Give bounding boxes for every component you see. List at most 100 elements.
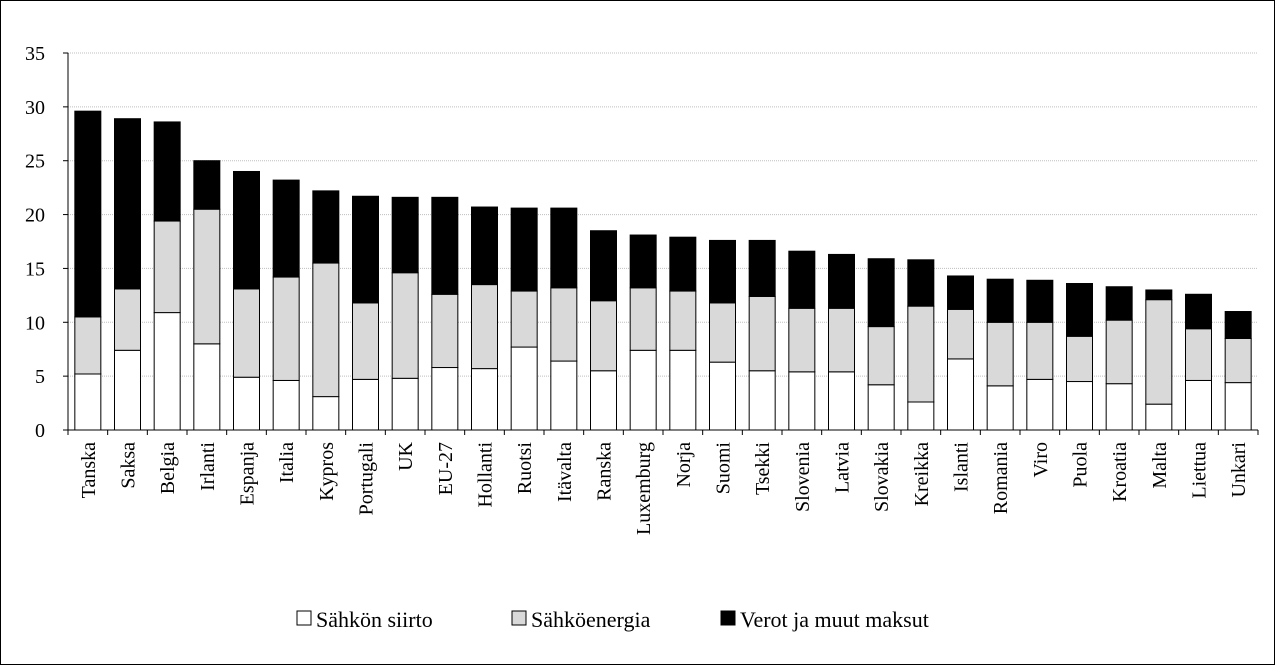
bar-segment: [114, 118, 141, 290]
bar-segment: [669, 290, 697, 351]
bar-segment: [590, 370, 617, 431]
bar-segment: [986, 321, 1014, 387]
bar-segment: [1224, 337, 1252, 384]
bar-segment: [272, 379, 300, 431]
y-tick-label: 20: [25, 205, 45, 227]
bar-segment: [352, 195, 379, 304]
y-tick-label: 35: [25, 43, 45, 65]
bar-segment: [709, 239, 736, 304]
legend-swatch: [720, 610, 736, 626]
bar-segment: [233, 288, 260, 378]
bar-segment: [788, 371, 816, 431]
category-label: Ranska: [594, 442, 616, 501]
category-label: Malta: [1149, 442, 1171, 489]
bar-segment: [947, 275, 974, 310]
bar-segment: [153, 220, 181, 314]
category-labels: Tanska Saksa Belgia Irlanti Espanja Italia Kyp…: [78, 441, 1250, 535]
legend-swatch: [296, 610, 312, 626]
category-label: Irlanti: [197, 442, 219, 491]
bar-segment: [828, 253, 855, 309]
category-label: Unkari: [1228, 442, 1250, 498]
bar-segment: [907, 401, 935, 431]
y-tick-label: 5: [35, 366, 45, 388]
bar-segment: [1066, 335, 1093, 383]
category-label: Slovenia: [792, 442, 814, 512]
bar-segment: [748, 239, 776, 297]
bar-segment: [1145, 403, 1173, 431]
bar-segment: [907, 259, 935, 307]
bars: [74, 110, 1252, 431]
bar-segment: [114, 288, 141, 351]
bar-segment: [1026, 279, 1054, 323]
bar-segment: [709, 302, 736, 363]
bar-segment: [153, 121, 181, 222]
bar-segment: [590, 230, 617, 302]
bar-segment: [1145, 299, 1173, 405]
bar-segment: [391, 272, 419, 379]
category-label: Portugali: [356, 442, 378, 516]
category-label: Islanti: [951, 442, 973, 492]
bar-segment: [193, 208, 221, 345]
y-tick-label: 10: [25, 312, 45, 334]
category-label: Viro: [1030, 442, 1052, 477]
bar-segment: [391, 196, 419, 274]
category-label: Suomi: [713, 442, 735, 495]
bar-segment: [947, 358, 974, 431]
bar-segment: [986, 278, 1014, 323]
category-label: Espanja: [237, 442, 259, 505]
bar-segment: [471, 206, 498, 286]
axes: [63, 52, 1259, 435]
bar-segment: [550, 287, 578, 362]
bar-segment: [867, 326, 895, 386]
bar-segment: [431, 196, 459, 295]
category-label: Hollanti: [475, 442, 497, 508]
bar-segment: [590, 300, 617, 372]
bar-segment: [312, 396, 340, 431]
bar-segment: [1224, 311, 1252, 339]
bar-segment: [1185, 328, 1212, 381]
category-label: Kypros: [316, 442, 338, 501]
bar-segment: [1066, 381, 1093, 431]
bar-segment: [233, 170, 260, 290]
bar-segment: [153, 312, 181, 431]
bar-segment: [748, 295, 776, 372]
bar-segment: [352, 302, 379, 380]
bar-segment: [629, 287, 657, 351]
y-tick-labels: 0 5 10 15 20 25 30 35: [25, 43, 45, 442]
category-label: EU-27: [435, 442, 457, 495]
category-label: Liettua: [1189, 442, 1211, 499]
category-label: Slovakia: [871, 442, 893, 512]
category-label: Luxemburg: [633, 442, 655, 535]
bar-segment: [233, 376, 260, 431]
category-label: Tanska: [78, 442, 100, 498]
category-label: Kroatia: [1109, 442, 1131, 502]
category-label: Norja: [673, 442, 695, 488]
bar-segment: [312, 262, 340, 398]
bar-segment: [669, 236, 697, 292]
bar-segment: [788, 250, 816, 309]
category-label: UK: [395, 441, 417, 470]
legend-label: Sähkön siirto: [316, 607, 433, 632]
bar-segment: [709, 361, 736, 431]
bar-segment: [510, 290, 538, 348]
gridlines: [68, 52, 1258, 377]
bar-segment: [193, 160, 221, 210]
bar-segment: [471, 284, 498, 370]
bar-segment: [272, 179, 300, 278]
category-label: Puola: [1070, 442, 1092, 488]
bar-segment: [431, 293, 459, 369]
bar-segment: [510, 207, 538, 292]
bar-segment: [867, 258, 895, 328]
bar-segment: [510, 346, 538, 431]
y-tick-label: 0: [35, 420, 45, 442]
bar-segment: [74, 316, 102, 375]
category-label: Tsekki: [752, 442, 774, 495]
bar-segment: [867, 384, 895, 431]
y-tick-label: 15: [25, 258, 45, 280]
bar-segment: [431, 367, 459, 431]
bar-segment: [947, 308, 974, 360]
bar-segment: [828, 371, 855, 431]
bar-segment: [352, 378, 379, 431]
bar-segment: [193, 343, 221, 431]
